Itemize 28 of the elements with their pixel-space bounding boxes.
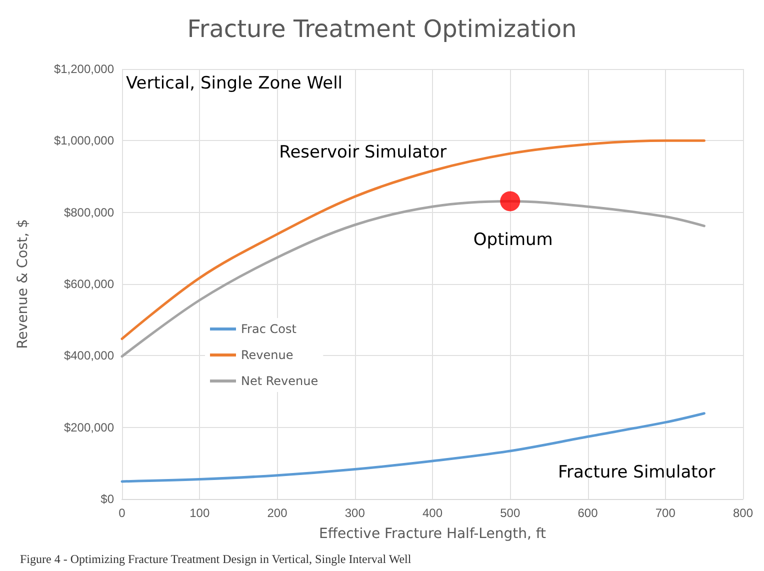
x-tick-label: 500 [500, 506, 520, 520]
chart-title: Fracture Treatment Optimization [187, 15, 577, 43]
y-axis-title: Revenue & Cost, $ [15, 219, 31, 349]
legend-label: Net Revenue [241, 374, 318, 388]
x-tick-label: 100 [190, 506, 210, 520]
x-tick-label: 700 [655, 506, 676, 520]
x-tick-label: 0 [118, 506, 126, 520]
line-series [120, 139, 706, 340]
y-tick-label: $600,000 [64, 277, 114, 291]
x-tick-label: 400 [422, 506, 443, 520]
x-tick-label: 200 [267, 506, 288, 520]
y-tick-label: $1,000,000 [54, 134, 114, 148]
y-tick-label: $800,000 [64, 205, 114, 220]
y-tick-label: $1,200,000 [54, 62, 114, 76]
legend-label: Frac Cost [241, 322, 297, 336]
x-tick-label: 800 [732, 506, 754, 520]
annotation: Reservoir Simulator [279, 142, 447, 163]
y-tick-label: $400,000 [64, 348, 114, 363]
annotation: Fracture Simulator [558, 462, 716, 482]
annotation: Vertical, Single Zone Well [126, 74, 343, 94]
y-tick-label: $200,000 [64, 420, 114, 434]
x-tick-label: 300 [344, 506, 366, 520]
x-axis-title: Effective Fracture Half-Length, ft [318, 526, 547, 542]
y-tick-label: $0 [100, 492, 114, 506]
x-tick-label: 600 [578, 506, 598, 520]
legend-label: Revenue [241, 348, 294, 362]
caption: Figure 4 - Optimizing Fracture Treatment Design in Vertical, Single Interval Well [20, 552, 412, 566]
annotation: Optimum [473, 230, 553, 250]
